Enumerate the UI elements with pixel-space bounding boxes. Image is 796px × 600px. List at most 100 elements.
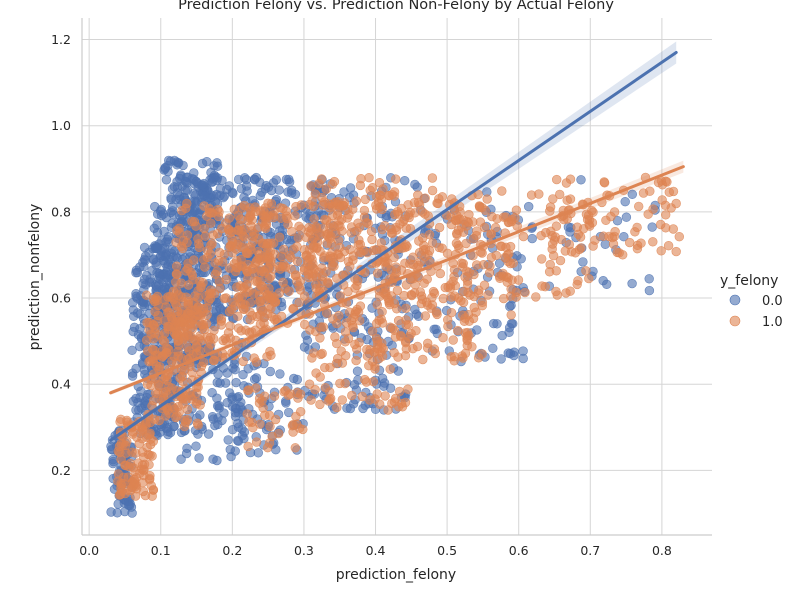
data-point [124, 461, 134, 472]
data-point [391, 225, 402, 235]
data-point [453, 214, 463, 225]
data-point [671, 198, 681, 209]
data-point [337, 395, 347, 405]
data-point [204, 335, 214, 346]
data-point [167, 402, 178, 412]
data-point [459, 316, 470, 326]
scatter-points [106, 155, 684, 518]
data-point [253, 246, 263, 257]
data-point [496, 354, 506, 364]
data-point [627, 278, 637, 289]
data-point [181, 448, 192, 459]
data-point [131, 268, 141, 278]
y-tick-label: 0.4 [51, 377, 71, 392]
data-point [360, 374, 370, 385]
data-point [578, 257, 588, 267]
data-point [244, 385, 254, 395]
data-point [286, 185, 297, 196]
data-point [235, 214, 246, 224]
data-point [323, 278, 333, 288]
data-point [390, 209, 400, 220]
data-point [247, 417, 257, 427]
data-point [269, 391, 280, 401]
data-point [311, 279, 321, 289]
data-point [159, 337, 170, 347]
data-point [440, 282, 450, 293]
data-point [648, 237, 658, 247]
data-point [488, 343, 498, 353]
legend-marker-1 [729, 315, 741, 327]
data-point [383, 293, 393, 303]
data-point [614, 248, 624, 258]
data-point [140, 490, 151, 501]
data-point [174, 191, 185, 201]
data-point [375, 399, 385, 409]
data-point [377, 318, 388, 328]
data-point [210, 269, 221, 279]
data-point [265, 421, 275, 432]
data-point [366, 226, 377, 237]
data-point [108, 456, 119, 467]
data-point [127, 345, 137, 355]
data-point [506, 318, 517, 329]
data-point [255, 191, 265, 201]
tick-labels: 0.0 0.1 0.2 0.3 0.4 0.5 0.6 0.7 0.8 0.2 0.4 0.6 0.8 1… [51, 32, 672, 558]
data-point [176, 353, 187, 363]
data-point [311, 327, 321, 337]
data-point [231, 377, 241, 388]
data-point [223, 435, 233, 445]
data-point [261, 219, 272, 230]
data-point [518, 346, 528, 356]
data-point [375, 190, 385, 201]
data-point [304, 379, 315, 389]
data-point [262, 290, 272, 301]
data-point [287, 226, 297, 237]
data-point [266, 271, 276, 281]
data-point [367, 234, 377, 245]
data-point [464, 267, 474, 278]
data-point [360, 194, 370, 205]
data-point [181, 177, 192, 187]
data-point [221, 274, 232, 285]
data-point [621, 212, 632, 222]
data-point [196, 361, 207, 371]
y-tick-label: 0.6 [51, 291, 71, 306]
data-point [400, 176, 410, 186]
data-point [213, 256, 224, 266]
legend-title: y_felony [720, 273, 778, 289]
data-point [407, 290, 417, 301]
data-point [199, 191, 210, 201]
data-point [137, 460, 148, 470]
data-point [491, 250, 501, 261]
data-point [207, 177, 217, 187]
data-point [318, 322, 328, 332]
data-point [555, 255, 566, 266]
data-point [427, 238, 438, 248]
legend-label-1: 1.0 [762, 315, 783, 330]
data-point [193, 234, 203, 244]
data-point [418, 354, 428, 365]
data-point [420, 209, 430, 219]
data-point [601, 279, 612, 289]
data-point [408, 252, 418, 262]
data-point [307, 224, 317, 234]
x-tick-label: 0.2 [222, 543, 242, 558]
data-point [548, 251, 559, 261]
data-point [668, 186, 679, 197]
data-point [383, 405, 393, 415]
x-tick-label: 0.4 [366, 543, 386, 558]
data-point [456, 296, 466, 306]
data-point [512, 221, 522, 231]
data-point [389, 298, 400, 309]
data-point [213, 204, 223, 215]
data-point [228, 188, 238, 199]
data-point [483, 290, 493, 300]
data-point [172, 176, 182, 187]
data-point [536, 231, 546, 241]
data-point [212, 455, 222, 466]
data-point [163, 292, 173, 302]
data-point [534, 189, 544, 199]
data-point [191, 441, 201, 451]
data-point [372, 300, 382, 310]
data-point [449, 356, 459, 366]
